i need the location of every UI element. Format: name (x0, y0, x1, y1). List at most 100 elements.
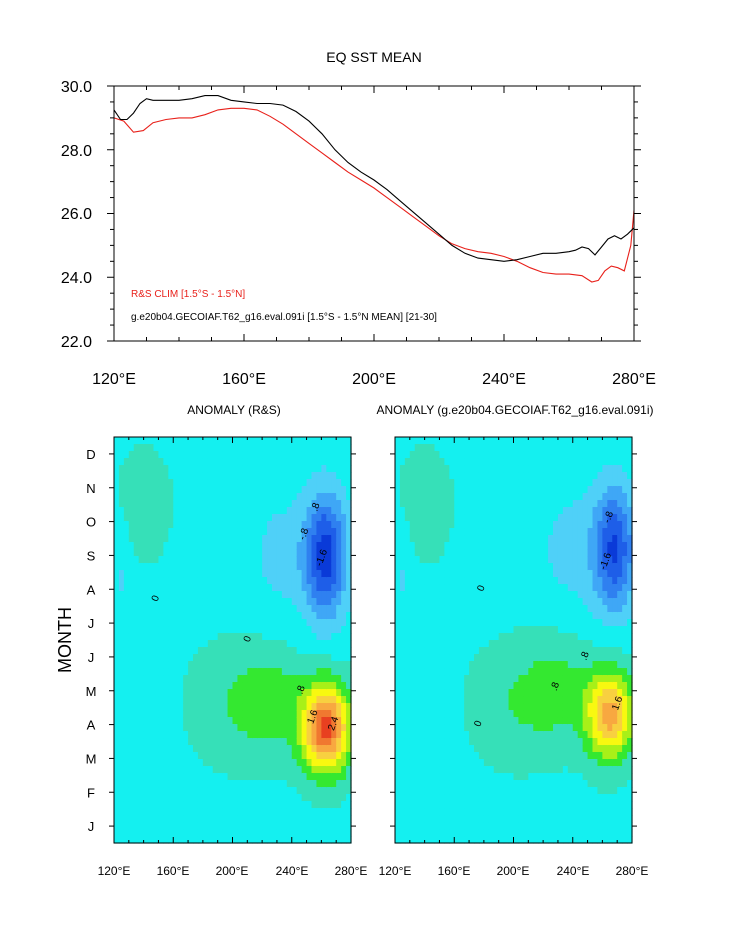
heatmap-cell (286, 836, 293, 844)
heatmap-cell (321, 717, 327, 725)
heatmap-cell (227, 766, 234, 774)
line-chart-ticks (107, 85, 641, 342)
heatmap-cell (464, 675, 470, 683)
heatmap-cell (434, 675, 441, 683)
heatmap-cell (272, 661, 278, 669)
heatmap-cell (399, 563, 406, 571)
heatmap-cell (469, 493, 475, 501)
heatmap-cell (301, 549, 308, 557)
heatmap-cell (148, 745, 155, 753)
heatmap-cell (286, 815, 293, 823)
heatmap-cell (262, 528, 268, 536)
heatmap-cell (483, 640, 490, 648)
heatmap-cell (188, 703, 194, 711)
heatmap-cell (424, 584, 431, 592)
heatmap-cell (326, 514, 332, 522)
heatmap-cell (341, 640, 347, 648)
heatmap-cell (188, 717, 194, 725)
heatmap-cell (311, 521, 318, 529)
heatmap-cell (399, 479, 406, 487)
heatmap-cell (528, 787, 534, 795)
heatmap-cell (419, 745, 426, 753)
heatmap-cell (399, 612, 406, 620)
heatmap-cell (316, 521, 322, 529)
heatmap-cell (419, 759, 426, 767)
heatmap-cell (538, 598, 544, 606)
heatmap-cell (188, 479, 194, 487)
heatmap-cell (523, 787, 529, 795)
heatmap-cell (207, 808, 214, 816)
heatmap-cell (232, 745, 239, 753)
heatmap-cell (237, 724, 243, 732)
heatmap-cell (557, 640, 564, 648)
heatmap-cell (321, 759, 327, 767)
heatmap-cell (168, 801, 174, 809)
heatmap-cell (158, 465, 164, 473)
heatmap-cell (178, 808, 184, 816)
heatmap-cell (538, 766, 544, 774)
heatmap-cell (331, 472, 337, 480)
heatmap-cell (281, 745, 288, 753)
heatmap-cell (478, 773, 485, 781)
heatmap-cell (202, 724, 209, 732)
heatmap-cell (128, 535, 135, 543)
heatmap-cell (301, 836, 308, 844)
heatmap-cell (217, 458, 224, 466)
heatmap-cell (267, 493, 273, 501)
heatmap-cell (257, 458, 263, 466)
x-tick-label: 240°E (482, 371, 526, 388)
heatmap-cell (439, 682, 445, 690)
heatmap-cell (183, 465, 189, 473)
heatmap-cell (227, 654, 234, 662)
heatmap-cell (395, 815, 401, 823)
heatmap-cell (508, 773, 515, 781)
heatmap-cell (217, 801, 224, 809)
heatmap-cell (424, 612, 431, 620)
heatmap-cell (242, 444, 248, 452)
heatmap-cell (138, 521, 145, 529)
heatmap-cell (548, 591, 554, 599)
heatmap-cell (553, 542, 559, 550)
heatmap-cell (286, 521, 293, 529)
heatmap-cell (232, 584, 239, 592)
heatmap-cell (173, 766, 179, 774)
heatmap-cell (513, 815, 520, 823)
heatmap-cell (419, 570, 426, 578)
heatmap-cell (469, 703, 475, 711)
heatmap-cell (286, 801, 293, 809)
heatmap-cell (173, 542, 179, 550)
heatmap-cell (276, 437, 283, 445)
heatmap-cell (197, 794, 204, 802)
heatmap-cell (538, 479, 544, 487)
heatmap-cell (469, 815, 475, 823)
heatmap-cell (419, 815, 426, 823)
heatmap-cell (267, 486, 273, 494)
heatmap-cell (114, 437, 120, 445)
heatmap-cell (543, 696, 549, 704)
heatmap-cell (399, 703, 406, 711)
heatmap-cell (553, 451, 559, 459)
heatmap-cell (508, 759, 515, 767)
heatmap-cell (158, 668, 164, 676)
heatmap-cell (528, 654, 534, 662)
heatmap-cell (262, 521, 268, 529)
heatmap-cell (326, 479, 332, 487)
heatmap-cell (395, 773, 401, 781)
heatmap-cell (158, 584, 164, 592)
heatmap-cell (296, 626, 303, 634)
heatmap-cell (133, 801, 140, 809)
heatmap-cell (193, 479, 199, 487)
heatmap-cell (178, 731, 184, 739)
heatmap-cell (163, 549, 169, 557)
heatmap-cell (158, 710, 164, 718)
heatmap-cell (429, 752, 436, 760)
heatmap-cell (449, 437, 455, 445)
heatmap-cell (257, 598, 263, 606)
heatmap-cell (252, 444, 258, 452)
heatmap-cell (346, 801, 352, 809)
heatmap-cell (548, 605, 554, 613)
heatmap-cell (183, 731, 189, 739)
heatmap-cell (301, 668, 308, 676)
heatmap-cell (553, 829, 559, 837)
heatmap-cell (212, 437, 219, 445)
